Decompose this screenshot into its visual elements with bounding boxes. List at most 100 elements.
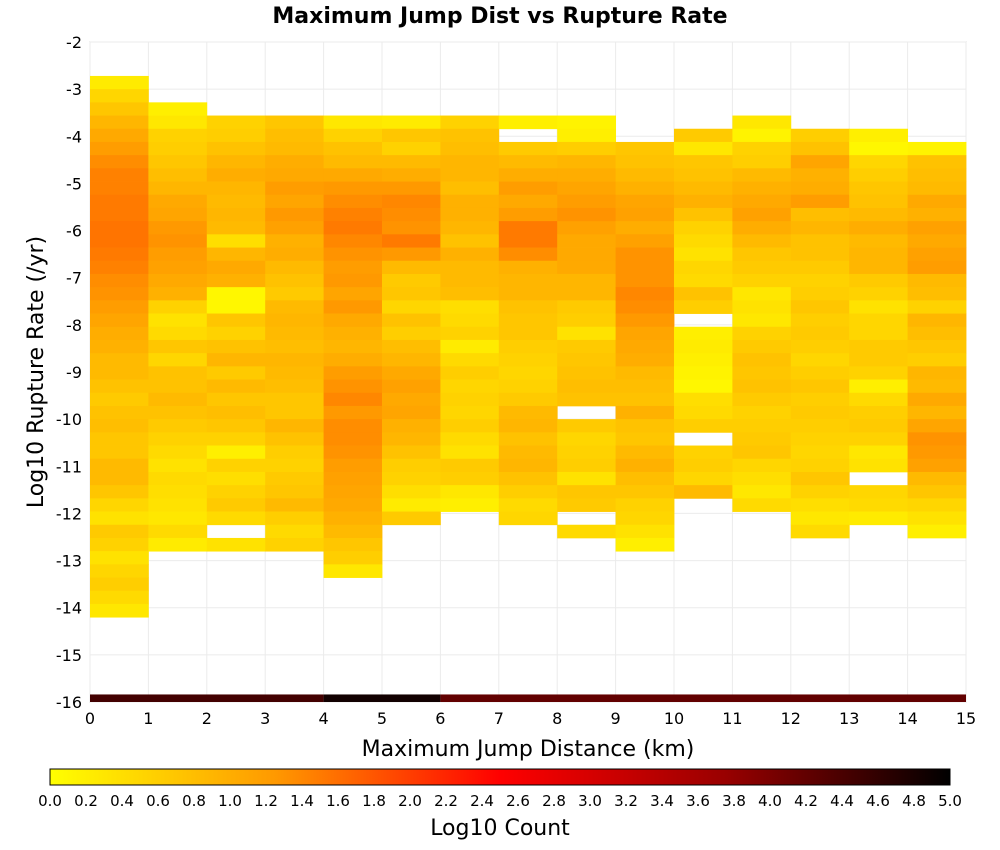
- heatmap-cell: [790, 458, 850, 473]
- heatmap-cell: [849, 445, 908, 460]
- heatmap-cell: [498, 392, 558, 407]
- heatmap-cell: [498, 313, 558, 328]
- heatmap-cell: [498, 326, 558, 341]
- heatmap-cell: [382, 194, 441, 209]
- heatmap-cell: [440, 300, 500, 314]
- colorbar-tick-label: 1.4: [290, 792, 314, 810]
- heatmap-cell: [323, 273, 383, 288]
- heatmap-cell: [265, 537, 324, 552]
- x-tick-label: 5: [377, 709, 387, 728]
- heatmap-cell: [206, 247, 266, 262]
- heatmap-cell: [557, 260, 616, 275]
- heatmap-cell: [265, 432, 324, 446]
- heatmap-cell: [265, 445, 324, 460]
- heatmap-cell: [323, 366, 383, 380]
- heatmap-cell: [615, 326, 675, 341]
- heatmap-cell: [148, 471, 208, 486]
- heatmap-cell: [790, 300, 850, 314]
- heatmap-cell: [265, 524, 324, 539]
- heatmap-cell: [732, 485, 792, 499]
- heatmap-cell: [90, 287, 149, 301]
- heatmap-cell: [615, 419, 675, 433]
- heatmap-cell: [382, 207, 441, 222]
- heatmap-cell: [557, 326, 616, 341]
- heatmap-cell: [732, 392, 792, 407]
- heatmap-cell: [674, 458, 733, 473]
- heatmap-cell: [498, 155, 558, 169]
- heatmap-cell: [206, 168, 266, 182]
- heatmap-cell: [615, 155, 675, 169]
- heatmap-cell: [323, 168, 383, 182]
- heatmap-cell: [148, 498, 208, 512]
- heatmap-cell: [557, 313, 616, 328]
- heatmap-cell: [849, 485, 908, 499]
- heatmap-cell: [206, 273, 266, 288]
- heatmap-cell: [790, 339, 850, 354]
- x-tick-label: 0: [85, 709, 95, 728]
- heatmap-cell: [323, 115, 383, 130]
- heatmap-cell: [557, 366, 616, 380]
- heatmap-cell: [674, 155, 733, 169]
- heatmap-cell: [148, 128, 208, 143]
- heatmap-cell: [849, 498, 908, 512]
- y-tick-label: -10: [56, 410, 82, 429]
- heatmap-cell: [790, 194, 850, 209]
- heatmap-cell: [382, 326, 441, 341]
- heatmap-cell: [790, 287, 850, 301]
- heatmap-cell: [732, 419, 792, 433]
- heatmap-cell: [90, 603, 149, 618]
- heatmap-cell: [90, 260, 149, 275]
- colorbar-tick-label: 0.4: [110, 792, 134, 810]
- heatmap-cell: [206, 445, 266, 460]
- heatmap-cell: [440, 194, 500, 209]
- heatmap-cell: [907, 498, 967, 512]
- heatmap-cell: [732, 313, 792, 328]
- heatmap-cell: [90, 247, 149, 262]
- heatmap-cell: [440, 247, 500, 262]
- heatmap-cell: [206, 511, 266, 526]
- heatmap-cell: [732, 326, 792, 341]
- colorbar-tick-label: 2.2: [434, 792, 458, 810]
- heatmap-cell: [90, 419, 149, 433]
- x-tick-label: 4: [319, 709, 329, 728]
- heatmap-cell: [90, 194, 149, 209]
- heatmap-cell: [382, 287, 441, 301]
- heatmap-cell: [498, 181, 558, 196]
- x-tick-label: 8: [552, 709, 562, 728]
- heatmap-cell: [265, 326, 324, 341]
- heatmap-cell: [382, 155, 441, 169]
- heatmap-cell: [498, 260, 558, 275]
- heatmap-cell: [732, 273, 792, 288]
- heatmap-cell: [498, 194, 558, 209]
- heatmap-cell: [323, 485, 383, 499]
- heatmap-cell: [790, 366, 850, 380]
- heatmap-cell: [615, 234, 675, 248]
- heatmap-cell: [907, 419, 967, 433]
- heatmap-cell: [615, 168, 675, 182]
- heatmap-cell: [732, 287, 792, 301]
- heatmap-cell: [148, 458, 208, 473]
- heatmap-cell: [323, 392, 383, 407]
- heatmap-cell: [907, 392, 967, 407]
- heatmap-cell: [90, 75, 149, 90]
- heatmap-cell: [907, 339, 967, 354]
- heatmap-cell: [557, 498, 616, 512]
- heatmap-cell: [206, 300, 266, 314]
- heatmap-cell: [382, 445, 441, 460]
- heatmap-cell: [440, 353, 500, 367]
- heatmap-cell: [90, 181, 149, 196]
- x-tick-label: 2: [202, 709, 212, 728]
- heatmap-cell: [206, 207, 266, 222]
- heatmap-cell: [90, 313, 149, 328]
- heatmap-cell: [732, 458, 792, 473]
- heatmap-cell: [790, 498, 850, 512]
- y-tick-label: -8: [66, 316, 82, 335]
- heatmap-cell: [615, 445, 675, 460]
- heatmap-cell: [206, 194, 266, 209]
- heatmap-cell: [907, 287, 967, 301]
- heatmap-cell: [90, 590, 149, 605]
- heatmap-cell: [265, 207, 324, 222]
- colorbar-label: Log10 Count: [430, 816, 570, 841]
- heatmap-cell: [557, 168, 616, 182]
- heatmap-cell: [90, 300, 149, 314]
